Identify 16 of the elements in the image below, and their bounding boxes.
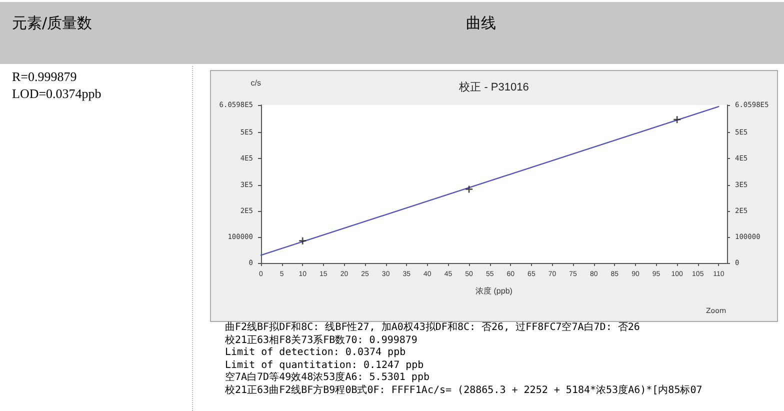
text: 校21正63曲F2线BF方B9程0B式0F: FFFF1Ac/s= (28865.3 + 2252 + 5184*浓53度A6)*[内85标07 (225, 384, 704, 397)
text: R=0.999879 (12, 68, 78, 85)
chart-title: 校正 - P31016 (458, 80, 529, 94)
text: 曲F2线BF拟DF和8C: 线BF性27, 加A0权43拟DF和8C: 否26, 过FF8FC7空7A白7D: 否26 (225, 322, 641, 334)
y-axis-title: c/s (250, 78, 261, 88)
text: LOD=0.0374ppb (12, 85, 102, 102)
text: Limit of detection: 0.0374 ppb (225, 347, 407, 360)
point (299, 237, 306, 244)
point (466, 186, 473, 193)
text: 曲线 (466, 14, 496, 33)
x-axis-title: 浓度 (ppb) (476, 286, 513, 296)
text: 校21正63相F8关73系FB数70: 0.999879 (225, 334, 418, 347)
point (674, 116, 681, 124)
text: 元素/质量数 (12, 14, 92, 33)
text: Limit of quantitation: 0.1247 ppb (225, 360, 425, 372)
text: 空7A白7D等49效48浓53度A6: 5.5301 ppb (225, 372, 430, 384)
